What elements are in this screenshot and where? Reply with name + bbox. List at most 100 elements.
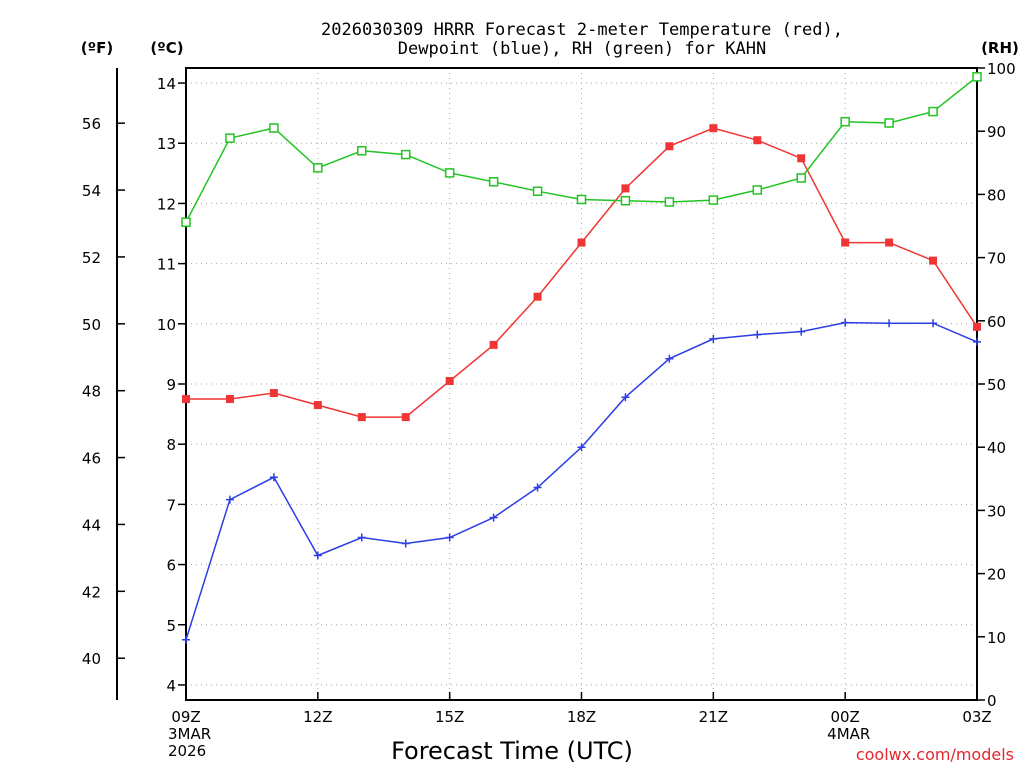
rh-point (928, 106, 938, 117)
rh-tick-label: 90 (987, 123, 1006, 141)
rh-point (269, 123, 279, 133)
rh-point (488, 177, 499, 187)
temperature-point (621, 184, 630, 193)
temperature-point (885, 238, 894, 247)
rh-point (357, 146, 367, 156)
celsius-tick-label: 4 (166, 677, 176, 695)
grid-lines (186, 68, 977, 700)
dewpoint-point (929, 319, 938, 328)
dewpoint-point (841, 318, 850, 327)
time-tick-label: 00Z (830, 708, 859, 726)
time-tick-label: 09Z (171, 708, 200, 726)
fahrenheit-tick-label: 50 (82, 316, 101, 334)
time-tick-date-label: 4MAR (827, 725, 870, 743)
chart-title-line1: 2026030309 HRRR Forecast 2-meter Tempera… (321, 20, 843, 40)
rh-point (840, 116, 850, 127)
rh-point (444, 168, 455, 178)
rh-tick-label: 70 (987, 250, 1006, 268)
dewpoint-point (753, 330, 762, 339)
rh-tick-label: 50 (987, 376, 1006, 394)
dewpoint-point (885, 319, 894, 328)
temperature-point (269, 389, 278, 398)
rh-tick-label: 80 (987, 186, 1006, 204)
celsius-tick-label: 13 (157, 135, 176, 153)
temperature-point (489, 340, 498, 349)
temperature-point (445, 376, 454, 385)
fahrenheit-unit-label: (ºF) (81, 39, 113, 57)
x-axis-title: Forecast Time (UTC) (391, 737, 633, 765)
time-tick-label: 21Z (699, 708, 728, 726)
temperature-point (225, 395, 234, 404)
chart-title-line2: Dewpoint (blue), RH (green) for KAHN (398, 39, 766, 59)
dewpoint-point (621, 393, 630, 402)
dewpoint-point (225, 495, 234, 504)
rh-point (225, 133, 235, 143)
rh-tick-label: 30 (987, 502, 1006, 520)
rh-point (181, 217, 191, 227)
time-tick-label: 18Z (567, 708, 596, 726)
rh-point (708, 195, 719, 205)
dewpoint-point (709, 334, 718, 343)
temperature-point (841, 238, 850, 247)
celsius-tick-label: 9 (166, 376, 176, 394)
dewpoint-point (533, 483, 542, 492)
temperature-point (357, 413, 366, 422)
dewpoint-point (577, 443, 586, 452)
rh-tick-label: 10 (987, 629, 1006, 647)
rh-tick-label: 20 (987, 566, 1006, 584)
fahrenheit-tick-label: 40 (82, 650, 101, 668)
rh-point (796, 173, 806, 183)
rh-tick-label: 60 (987, 313, 1006, 331)
rh-tick-label: 100 (987, 60, 1016, 78)
rh-point (752, 185, 763, 195)
fahrenheit-tick-label: 48 (82, 383, 101, 401)
rh-axis: 0 10 20 30 40 50 60 70 80 90 100 (977, 60, 1016, 710)
dewpoint-point (269, 473, 278, 482)
dewpoint-point (313, 551, 322, 560)
rh-tick-label: 0 (987, 692, 997, 710)
dewpoint-point (489, 513, 498, 522)
temperature-point (709, 124, 718, 133)
rh-point (532, 186, 543, 196)
rh-point (576, 194, 587, 205)
dewpoint-point (182, 635, 190, 644)
rh-point (664, 197, 675, 207)
celsius-tick-label: 6 (166, 557, 176, 575)
celsius-tick-label: 5 (166, 617, 176, 635)
fahrenheit-tick-label: 46 (82, 450, 101, 468)
temperature-point (533, 292, 542, 301)
celsius-tick-label: 12 (157, 195, 176, 213)
temperature-point (797, 154, 806, 163)
source-credit: coolwx.com/models (856, 745, 1014, 764)
time-tick-label: 12Z (303, 708, 332, 726)
celsius-tick-label: 14 (157, 75, 176, 93)
fahrenheit-tick-label: 42 (82, 583, 101, 601)
celsius-tick-label: 8 (166, 436, 176, 454)
dewpoint-point (797, 327, 806, 336)
time-tick-year-label: 2026 (168, 742, 206, 760)
dewpoint-point (665, 354, 674, 363)
rh-point (400, 149, 411, 160)
fahrenheit-axis: 40 42 44 46 48 50 52 54 56 (82, 115, 125, 668)
fahrenheit-tick-label: 52 (82, 249, 101, 267)
temperature-point (753, 136, 762, 145)
temperature-point (182, 395, 190, 404)
fahrenheit-tick-label: 54 (82, 182, 101, 200)
rh-point (313, 163, 323, 173)
celsius-unit-label: (ºC) (150, 39, 183, 57)
rh-point (972, 72, 982, 82)
temperature-point (665, 142, 674, 151)
celsius-tick-label: 10 (157, 316, 176, 334)
dewpoint-point (357, 533, 366, 542)
temperature-point (313, 401, 322, 410)
celsius-axis: 4 5 6 7 8 9 10 11 12 13 14 (157, 75, 186, 695)
rh-point (884, 118, 894, 128)
temperature-point (929, 256, 938, 265)
temperature-point (577, 238, 586, 247)
series-layer (181, 72, 982, 644)
celsius-tick-label: 11 (157, 256, 176, 274)
dewpoint-point (973, 337, 981, 346)
dewpoint-point (401, 539, 410, 548)
